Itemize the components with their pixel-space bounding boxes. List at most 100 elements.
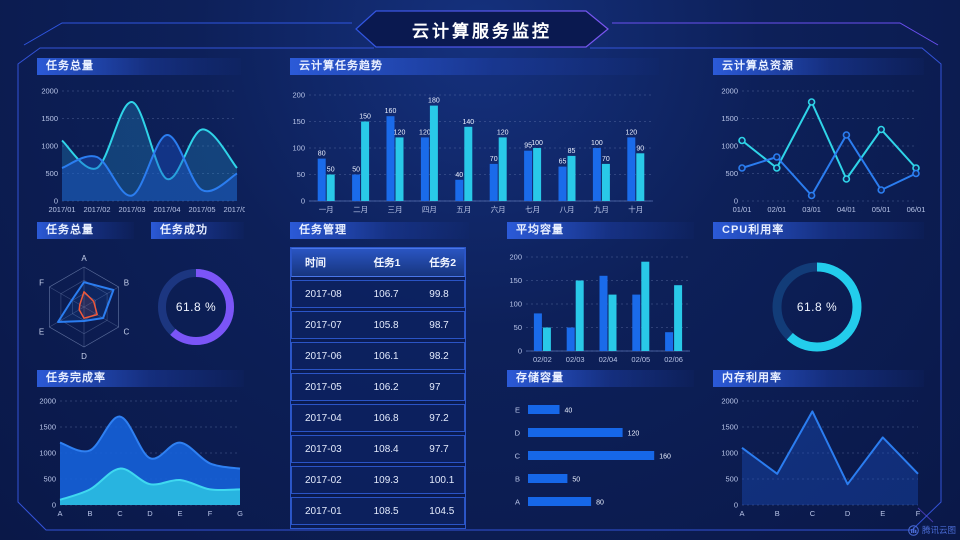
svg-text:50: 50 bbox=[297, 170, 305, 179]
svg-text:E: E bbox=[880, 509, 885, 518]
svg-text:B: B bbox=[775, 509, 780, 518]
panel-memory-usage: 内存利用率 0 500 1000 1500 2000 A B C D E F bbox=[706, 370, 928, 520]
svg-text:F: F bbox=[916, 509, 921, 518]
table-cell: 104.5 bbox=[416, 497, 465, 525]
svg-text:200: 200 bbox=[292, 91, 305, 100]
table-cell: 2017-06 bbox=[291, 342, 361, 370]
panel-task-table: 任务管理 时间 任务1 任务2 2017-08 106.7 99.8 2017-07 105… bbox=[283, 222, 473, 529]
svg-text:2017/05: 2017/05 bbox=[188, 205, 215, 214]
svg-text:150: 150 bbox=[359, 114, 371, 121]
table-cell: 2017-08 bbox=[291, 280, 361, 308]
svg-text:61.8 %: 61.8 % bbox=[797, 300, 837, 314]
svg-text:61.8 %: 61.8 % bbox=[176, 300, 216, 314]
svg-text:2017/03: 2017/03 bbox=[118, 205, 145, 214]
svg-text:1000: 1000 bbox=[41, 142, 58, 151]
svg-text:02/02: 02/02 bbox=[533, 355, 552, 364]
svg-text:C: C bbox=[515, 452, 521, 461]
task-total-line-chart: 0 500 1000 1500 2000 2017/01 2017/02 2017/03 201… bbox=[41, 87, 245, 215]
panel-storage-capacity: 存储容量 E 40 D 120 C 160 B 50 A 80 bbox=[500, 370, 698, 520]
svg-text:120: 120 bbox=[419, 129, 431, 136]
svg-text:D: D bbox=[147, 509, 153, 518]
svg-text:A: A bbox=[81, 254, 87, 263]
svg-text:50: 50 bbox=[352, 167, 360, 174]
svg-text:二月: 二月 bbox=[353, 205, 368, 214]
svg-text:0: 0 bbox=[52, 501, 56, 510]
svg-text:2017/04: 2017/04 bbox=[153, 205, 180, 214]
svg-text:100: 100 bbox=[531, 140, 543, 147]
svg-text:0: 0 bbox=[54, 197, 58, 206]
svg-text:50: 50 bbox=[327, 167, 335, 174]
table-header-cell: 时间 bbox=[291, 248, 361, 277]
panel-title: 任务总量 bbox=[37, 222, 134, 239]
table-row: 2017-05 106.2 97 bbox=[291, 373, 465, 401]
svg-text:40: 40 bbox=[565, 408, 573, 415]
svg-text:2017/02: 2017/02 bbox=[83, 205, 110, 214]
svg-text:50: 50 bbox=[514, 323, 522, 332]
table-cell: 2017-03 bbox=[291, 435, 361, 463]
panel-title: 任务成功 bbox=[151, 222, 244, 239]
svg-text:02/04: 02/04 bbox=[599, 355, 618, 364]
svg-text:06/01: 06/01 bbox=[907, 205, 926, 214]
panel-task-completion: 任务完成率 0 500 1000 1500 2000 A B C D E F G bbox=[30, 370, 248, 520]
svg-text:E: E bbox=[177, 509, 182, 518]
svg-text:05/01: 05/01 bbox=[872, 205, 891, 214]
svg-text:150: 150 bbox=[509, 276, 522, 285]
table-cell: 2017-01 bbox=[291, 497, 361, 525]
svg-text:0: 0 bbox=[518, 347, 522, 356]
task-radar-chart: A B C D E F bbox=[39, 254, 130, 361]
svg-text:150: 150 bbox=[292, 117, 305, 126]
table-cell: 108.5 bbox=[360, 497, 417, 525]
page-title: 云计算服务监控 bbox=[412, 22, 552, 41]
panel-title: 任务总量 bbox=[37, 58, 241, 75]
watermark-label: 腾讯云图 bbox=[921, 525, 956, 535]
panel-task-radar: 任务总量 A B C D E F bbox=[30, 222, 138, 367]
panel-title: 任务完成率 bbox=[37, 370, 244, 387]
svg-text:A: A bbox=[515, 498, 520, 507]
panel-cloud-resource: 云计算总资源 0 500 1000 1500 2000 01/01 02/01 03/01 04… bbox=[706, 58, 928, 218]
table-header-cell: 任务1 bbox=[360, 248, 417, 277]
svg-text:1500: 1500 bbox=[721, 423, 738, 432]
svg-text:1500: 1500 bbox=[721, 114, 738, 123]
panel-task-success: 任务成功 61.8 % bbox=[144, 222, 248, 367]
svg-text:C: C bbox=[117, 509, 123, 518]
table-cell: 2017-05 bbox=[291, 373, 361, 401]
svg-text:1500: 1500 bbox=[39, 423, 56, 432]
svg-text:70: 70 bbox=[490, 156, 498, 163]
svg-text:120: 120 bbox=[497, 129, 509, 136]
svg-text:100: 100 bbox=[292, 144, 305, 153]
svg-text:0: 0 bbox=[734, 197, 738, 206]
svg-text:100: 100 bbox=[591, 140, 603, 147]
svg-text:九月: 九月 bbox=[594, 205, 609, 214]
svg-text:五月: 五月 bbox=[456, 205, 471, 214]
table-cell: 106.2 bbox=[360, 373, 417, 401]
svg-text:2017/01: 2017/01 bbox=[48, 205, 75, 214]
svg-text:A: A bbox=[739, 509, 744, 518]
panel-title: 内存利用率 bbox=[713, 370, 924, 387]
table-cell: 2017-07 bbox=[291, 311, 361, 339]
panel-title: 平均容量 bbox=[507, 222, 694, 239]
panel-cloud-task-trend: 云计算任务趋势 0 50 100 150 200 一月 二月 三月 四月 五月 六月 七月 八月 九月 十月… bbox=[283, 58, 663, 218]
panel-title: 云计算任务趋势 bbox=[290, 58, 659, 75]
svg-text:04/01: 04/01 bbox=[837, 205, 856, 214]
svg-text:三月: 三月 bbox=[388, 205, 403, 214]
svg-text:120: 120 bbox=[394, 129, 406, 136]
svg-text:A: A bbox=[57, 509, 62, 518]
svg-text:六月: 六月 bbox=[491, 204, 506, 214]
watermark-icon bbox=[908, 524, 919, 536]
svg-text:1000: 1000 bbox=[721, 449, 738, 458]
table-row: 2017-02 109.3 100.1 bbox=[291, 466, 465, 494]
table-cell: 97 bbox=[416, 373, 465, 401]
task-completion-area-chart: 0 500 1000 1500 2000 A B C D E F G bbox=[39, 397, 243, 519]
task-success-donut-chart: 61.8 % bbox=[158, 269, 234, 345]
task-table-body: 2017-08 106.7 99.8 2017-07 105.8 98.7 2017-06 1… bbox=[291, 280, 465, 525]
svg-text:120: 120 bbox=[628, 431, 640, 438]
svg-text:100: 100 bbox=[509, 300, 522, 309]
table-cell: 98.7 bbox=[416, 311, 465, 339]
svg-text:85: 85 bbox=[568, 148, 576, 155]
svg-text:D: D bbox=[845, 509, 851, 518]
svg-text:90: 90 bbox=[636, 145, 644, 152]
svg-text:F: F bbox=[208, 509, 213, 518]
table-row: 2017-04 106.8 97.2 bbox=[291, 404, 465, 432]
svg-text:01/01: 01/01 bbox=[733, 205, 752, 214]
svg-text:70: 70 bbox=[602, 156, 610, 163]
